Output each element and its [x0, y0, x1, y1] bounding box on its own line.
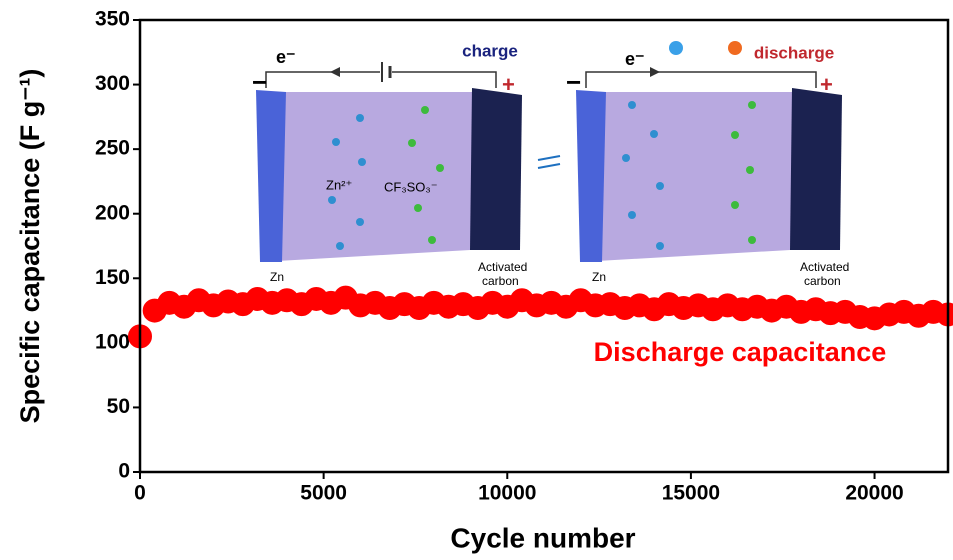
- inset-label: +: [502, 72, 515, 97]
- inset-label: Zn: [592, 270, 606, 284]
- inset-label: carbon: [482, 274, 519, 288]
- ions: [328, 101, 664, 250]
- annotation: Discharge capacitance: [594, 337, 887, 367]
- carbon-electrode: [790, 88, 842, 250]
- inset-label: carbon: [804, 274, 841, 288]
- x-axis-label: Cycle number: [450, 522, 635, 553]
- electrolyte: [580, 92, 800, 262]
- x-tick-label: 10000: [478, 482, 536, 505]
- y-tick-label: 0: [118, 460, 130, 483]
- y-tick-label: 300: [95, 72, 130, 95]
- inset-label: CF₃SO₃⁻: [384, 179, 438, 194]
- inset-label: Activated: [478, 260, 527, 274]
- inset-label: −: [252, 67, 267, 97]
- x-tick-label: 15000: [662, 482, 720, 505]
- wire: [585, 71, 817, 88]
- inset: e⁻ charge discharge e⁻ − − + + Zn²⁺ CF₃S…: [252, 41, 849, 288]
- anions: [408, 101, 756, 244]
- inset-label: discharge: [754, 43, 834, 62]
- zn-electrode: [576, 90, 606, 262]
- inset-label: e⁻: [625, 49, 645, 69]
- zn-electrode: [256, 90, 286, 262]
- y-tick-label: 200: [95, 201, 130, 224]
- inset-label: +: [820, 72, 833, 97]
- bulb: [669, 41, 683, 55]
- y-tick-label: 250: [95, 137, 130, 160]
- y-tick-label: 350: [95, 8, 130, 31]
- y-tick-label: 150: [95, 266, 130, 289]
- plot-frame: [138, 18, 950, 474]
- inset-label: charge: [462, 41, 518, 60]
- carbon-electrode: [470, 88, 522, 250]
- x-tick-label: 20000: [845, 482, 903, 505]
- equilibrium: [537, 155, 561, 161]
- inset-label: e⁻: [276, 47, 296, 67]
- inset-label: Zn²⁺: [326, 177, 352, 192]
- inset-label: Zn: [270, 270, 284, 284]
- y-tick-label: 100: [95, 330, 130, 353]
- equilibrium: [537, 163, 561, 169]
- inset-label: Activated: [800, 260, 849, 274]
- electrolyte: [260, 92, 480, 262]
- x-tick-label: 5000: [300, 482, 347, 505]
- x-tick-label: 0: [134, 482, 146, 505]
- inset-label: −: [566, 67, 581, 97]
- y-tick-label: 50: [107, 395, 130, 418]
- bulb: [728, 41, 742, 55]
- data-point: [936, 302, 953, 327]
- y-axis-label: Specific capacitance (F g⁻¹): [15, 69, 45, 424]
- wire: [265, 71, 497, 88]
- arrow: [330, 67, 340, 77]
- arrow: [650, 67, 660, 77]
